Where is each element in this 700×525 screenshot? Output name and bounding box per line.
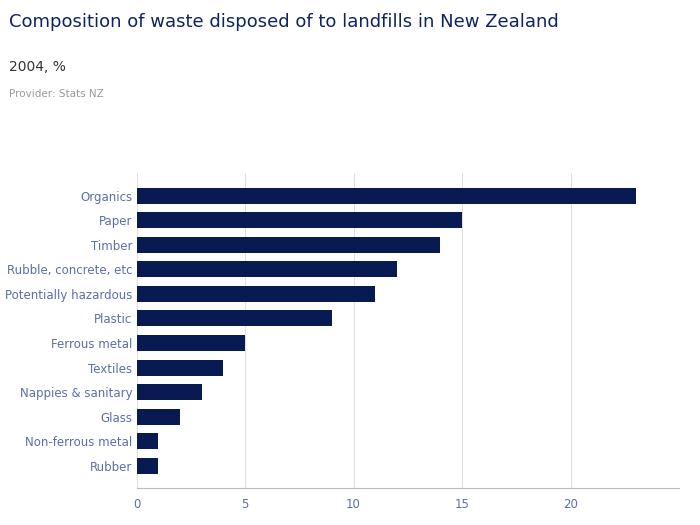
- Bar: [136, 335, 245, 351]
- Bar: [136, 261, 397, 277]
- Text: 2004, %: 2004, %: [9, 60, 66, 75]
- Bar: [136, 286, 375, 302]
- Bar: [136, 409, 180, 425]
- Bar: [136, 433, 158, 449]
- Bar: [136, 360, 223, 375]
- Text: figure.nz: figure.nz: [584, 26, 657, 41]
- Bar: [136, 237, 440, 253]
- Bar: [136, 212, 462, 228]
- Bar: [136, 458, 158, 474]
- Text: Provider: Stats NZ: Provider: Stats NZ: [9, 89, 104, 99]
- Bar: [136, 310, 332, 327]
- Text: Composition of waste disposed of to landfills in New Zealand: Composition of waste disposed of to land…: [9, 13, 559, 31]
- Bar: [136, 384, 202, 400]
- Bar: [136, 187, 636, 204]
